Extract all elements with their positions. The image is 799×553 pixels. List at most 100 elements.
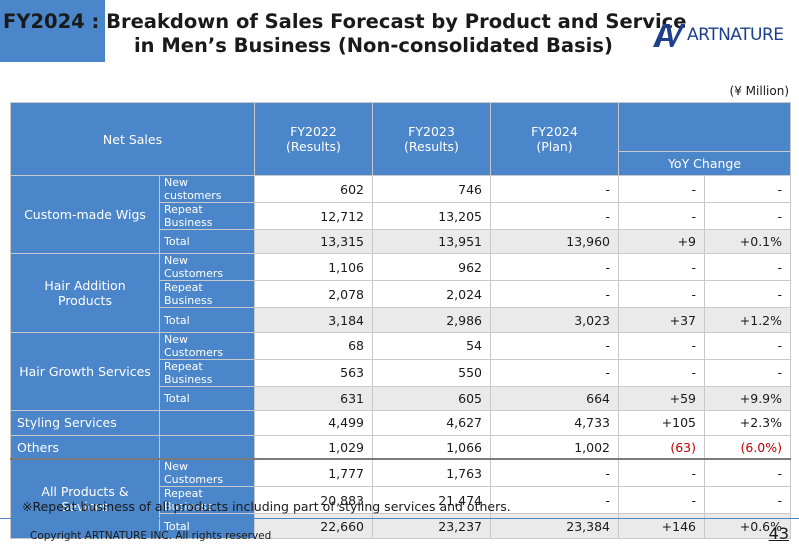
value-change: - <box>618 331 705 360</box>
value-fy2023: 1,066 <box>372 434 491 460</box>
footer-divider <box>0 518 799 519</box>
artnature-logo-icon <box>653 24 685 47</box>
table-row-total: Total 22,660 23,237 23,384 +146 +0.6% <box>11 513 791 539</box>
table-row: Repeat Business 2,078 2,024 - - - <box>11 280 791 309</box>
value-pct: - <box>704 253 791 282</box>
value-fy2023: 2,024 <box>372 280 491 309</box>
title-line-2: in Men’s Business (Non-consolidated Basi… <box>134 34 613 57</box>
logo-text: ARTNATURE <box>687 25 784 45</box>
row-label: Total <box>159 513 255 539</box>
table-row: Custom-made Wigs New customers 602 746 -… <box>10 174 791 255</box>
value-fy2024: - <box>490 280 619 309</box>
value-change: - <box>618 202 705 230</box>
table-row-total: Total 631 605 664 +59 +9.9% <box>11 385 791 412</box>
category-label: All Products & Sevices <box>10 458 160 539</box>
row-label: New customers <box>159 175 255 203</box>
value-fy2022: 13,315 <box>254 228 373 255</box>
value-pct: - <box>704 331 791 360</box>
value-pct: - <box>704 175 791 203</box>
value-fy2023: 13,951 <box>372 228 491 255</box>
table-row-total: Total 13,315 13,951 13,960 +9 +0.1% <box>11 228 791 255</box>
value-fy2022: 1,106 <box>254 253 373 282</box>
header-fy2023: FY2023 (Results) <box>372 102 491 176</box>
value-fy2023: 23,237 <box>372 513 491 539</box>
table-row-total: Total 3,184 2,986 3,023 +37 +1.2% <box>11 307 791 333</box>
value-pct: +9.9% <box>704 385 791 412</box>
value-fy2023: 13,205 <box>372 202 491 230</box>
header-yoy-change: YoY Change <box>618 151 791 176</box>
value-change: - <box>618 358 705 387</box>
row-label: Total <box>159 228 255 255</box>
value-fy2023: 605 <box>372 385 491 412</box>
value-fy2024: - <box>490 175 619 203</box>
value-fy2022: 3,184 <box>254 307 373 333</box>
header-row: Net Sales FY2022 (Results) FY2023 (Results… <box>10 102 791 176</box>
row-label: Total <box>159 385 255 412</box>
footnote: ※Repeat business of all products includi… <box>22 499 511 514</box>
value-fy2022: 12,712 <box>254 202 373 230</box>
value-change: - <box>618 175 705 203</box>
artnature-logo: ARTNATURE <box>652 20 792 50</box>
table-row: Repeat Business 563 550 - - - <box>11 358 791 387</box>
copyright-text: Copyright ARTNATURE INC. All rights rese… <box>30 530 272 542</box>
category-label: Others <box>10 434 160 460</box>
table-row: Hair Growth Services New Customers 68 54… <box>10 331 791 412</box>
value-fy2023: 550 <box>372 358 491 387</box>
value-pct: - <box>704 202 791 230</box>
value-fy2023: 2,986 <box>372 307 491 333</box>
value-fy2022: 602 <box>254 175 373 203</box>
sales-table: Net Sales FY2022 (Results) FY2023 (Results… <box>10 102 791 539</box>
value-pct: - <box>704 486 791 515</box>
value-fy2024: 4,733 <box>490 410 619 436</box>
category-label: Styling Services <box>10 410 160 436</box>
value-fy2022: 68 <box>254 331 373 360</box>
value-change: - <box>618 458 705 488</box>
empty-label-cell <box>159 434 255 460</box>
title-line-1: FY2024 : Breakdown of Sales Forecast by … <box>3 10 687 33</box>
header-blank <box>618 102 791 152</box>
value-change: +59 <box>618 385 705 412</box>
value-pct: +2.3% <box>704 410 791 436</box>
value-pct: - <box>704 358 791 387</box>
value-change: +37 <box>618 307 705 333</box>
value-fy2022: 631 <box>254 385 373 412</box>
value-change: +9 <box>618 228 705 255</box>
value-fy2023: 746 <box>372 175 491 203</box>
value-fy2022: 4,499 <box>254 410 373 436</box>
row-label: Repeat Business <box>159 280 255 309</box>
value-change: - <box>618 253 705 282</box>
value-fy2022: 1,777 <box>254 458 373 488</box>
value-pct: +1.2% <box>704 307 791 333</box>
value-pct: - <box>704 458 791 488</box>
value-fy2023: 4,627 <box>372 410 491 436</box>
value-fy2023: 54 <box>372 331 491 360</box>
unit-label: (¥ Million) <box>729 84 789 98</box>
value-fy2024: 13,960 <box>490 228 619 255</box>
value-fy2024: 664 <box>490 385 619 412</box>
value-fy2024: - <box>490 486 619 515</box>
table-row: All Products & Sevices New Customers 1,7… <box>10 458 791 539</box>
value-change: - <box>618 280 705 309</box>
header-fy2022: FY2022 (Results) <box>254 102 373 176</box>
value-fy2023: 21,474 <box>372 486 491 515</box>
value-fy2022: 563 <box>254 358 373 387</box>
value-fy2024: - <box>490 202 619 230</box>
value-pct: - <box>704 280 791 309</box>
value-fy2024: - <box>490 253 619 282</box>
page-number: 43 <box>768 524 789 543</box>
category-label: Custom-made Wigs <box>10 174 160 255</box>
table-row: Repeat Business 12,712 13,205 - - - <box>11 202 791 230</box>
row-label: Total <box>159 307 255 333</box>
value-fy2024: - <box>490 458 619 488</box>
value-fy2022: 20,883 <box>254 486 373 515</box>
value-pct: +0.1% <box>704 228 791 255</box>
value-fy2022: 1,029 <box>254 434 373 460</box>
row-label: New Customers <box>159 253 255 282</box>
row-label: Repeat Business <box>159 358 255 387</box>
value-fy2024: 1,002 <box>490 434 619 460</box>
header-net-sales: Net Sales <box>10 102 255 176</box>
category-label: Hair Growth Services <box>10 331 160 412</box>
value-pct: (6.0%) <box>704 434 791 460</box>
value-change: (63) <box>618 434 705 460</box>
table-row: Styling Services 4,499 4,627 4,733 +105 … <box>10 410 791 436</box>
